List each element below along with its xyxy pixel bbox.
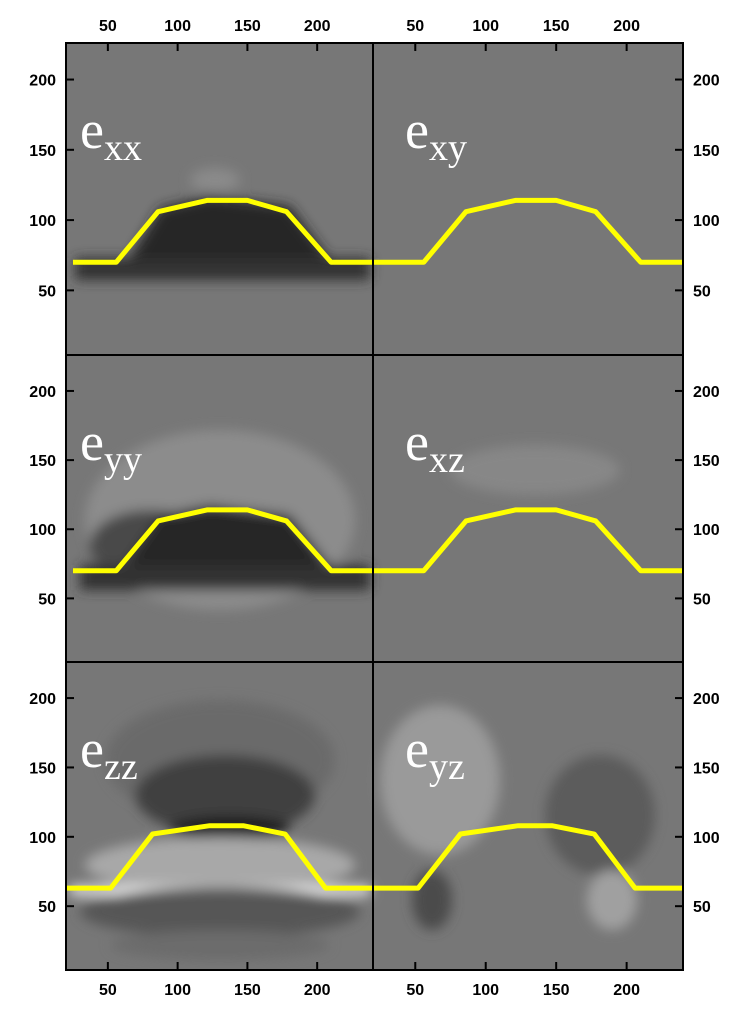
x-tick-label: 50 <box>99 982 117 999</box>
y-tick-label: 50 <box>693 283 711 300</box>
panel-label-base: e <box>405 719 429 779</box>
y-tick-label: 150 <box>29 453 56 470</box>
panel-label-base: e <box>80 412 104 472</box>
y-tick-label: 150 <box>693 143 720 160</box>
map-region <box>110 930 330 960</box>
y-tick-label: 50 <box>38 591 56 608</box>
y-tick-label: 200 <box>693 73 720 90</box>
y-tick-label: 50 <box>38 283 56 300</box>
y-tick-label: 150 <box>29 143 56 160</box>
map-region <box>412 870 452 930</box>
y-tick-label: 200 <box>693 691 720 708</box>
y-tick-label: 150 <box>29 760 56 777</box>
panel-label-sub: xz <box>429 439 465 481</box>
x-tick-label: 200 <box>613 18 640 35</box>
panel-label-sub: xx <box>104 127 142 169</box>
y-tick-label: 100 <box>29 522 56 539</box>
x-tick-label: 50 <box>406 982 424 999</box>
x-tick-label: 100 <box>164 982 191 999</box>
panel-label-sub: yz <box>429 746 465 788</box>
panel-label-sub: yy <box>104 439 142 481</box>
figure: 5010015020050100150200exx501001502005010… <box>0 0 738 1010</box>
y-tick-label: 200 <box>29 73 56 90</box>
map-region <box>80 887 360 937</box>
map-region <box>450 445 620 495</box>
y-tick-label: 50 <box>38 899 56 916</box>
map-region <box>190 168 240 192</box>
y-tick-label: 100 <box>693 830 720 847</box>
x-tick-label: 100 <box>164 18 191 35</box>
y-tick-label: 100 <box>693 522 720 539</box>
y-tick-label: 100 <box>693 213 720 230</box>
y-tick-label: 200 <box>693 384 720 401</box>
x-tick-label: 200 <box>304 18 331 35</box>
y-tick-label: 200 <box>29 691 56 708</box>
y-tick-label: 200 <box>29 384 56 401</box>
x-tick-label: 50 <box>406 18 424 35</box>
map-region <box>545 755 655 875</box>
x-tick-label: 150 <box>543 982 570 999</box>
y-tick-label: 50 <box>693 899 711 916</box>
panel-label-sub: zz <box>104 746 138 788</box>
y-tick-label: 150 <box>693 453 720 470</box>
x-tick-label: 150 <box>234 982 261 999</box>
x-tick-label: 200 <box>613 982 640 999</box>
y-tick-label: 100 <box>29 213 56 230</box>
y-tick-label: 50 <box>693 591 711 608</box>
panel-label-base: e <box>80 100 104 160</box>
x-tick-label: 150 <box>543 18 570 35</box>
x-tick-label: 100 <box>472 18 499 35</box>
y-tick-label: 150 <box>693 760 720 777</box>
x-tick-label: 100 <box>472 982 499 999</box>
x-tick-label: 150 <box>234 18 261 35</box>
x-tick-label: 200 <box>304 982 331 999</box>
y-tick-label: 100 <box>29 830 56 847</box>
panel-label-base: e <box>405 100 429 160</box>
panel-label-base: e <box>80 719 104 779</box>
panel-label-sub: xy <box>429 127 467 169</box>
panel-label-base: e <box>405 412 429 472</box>
x-tick-label: 50 <box>99 18 117 35</box>
